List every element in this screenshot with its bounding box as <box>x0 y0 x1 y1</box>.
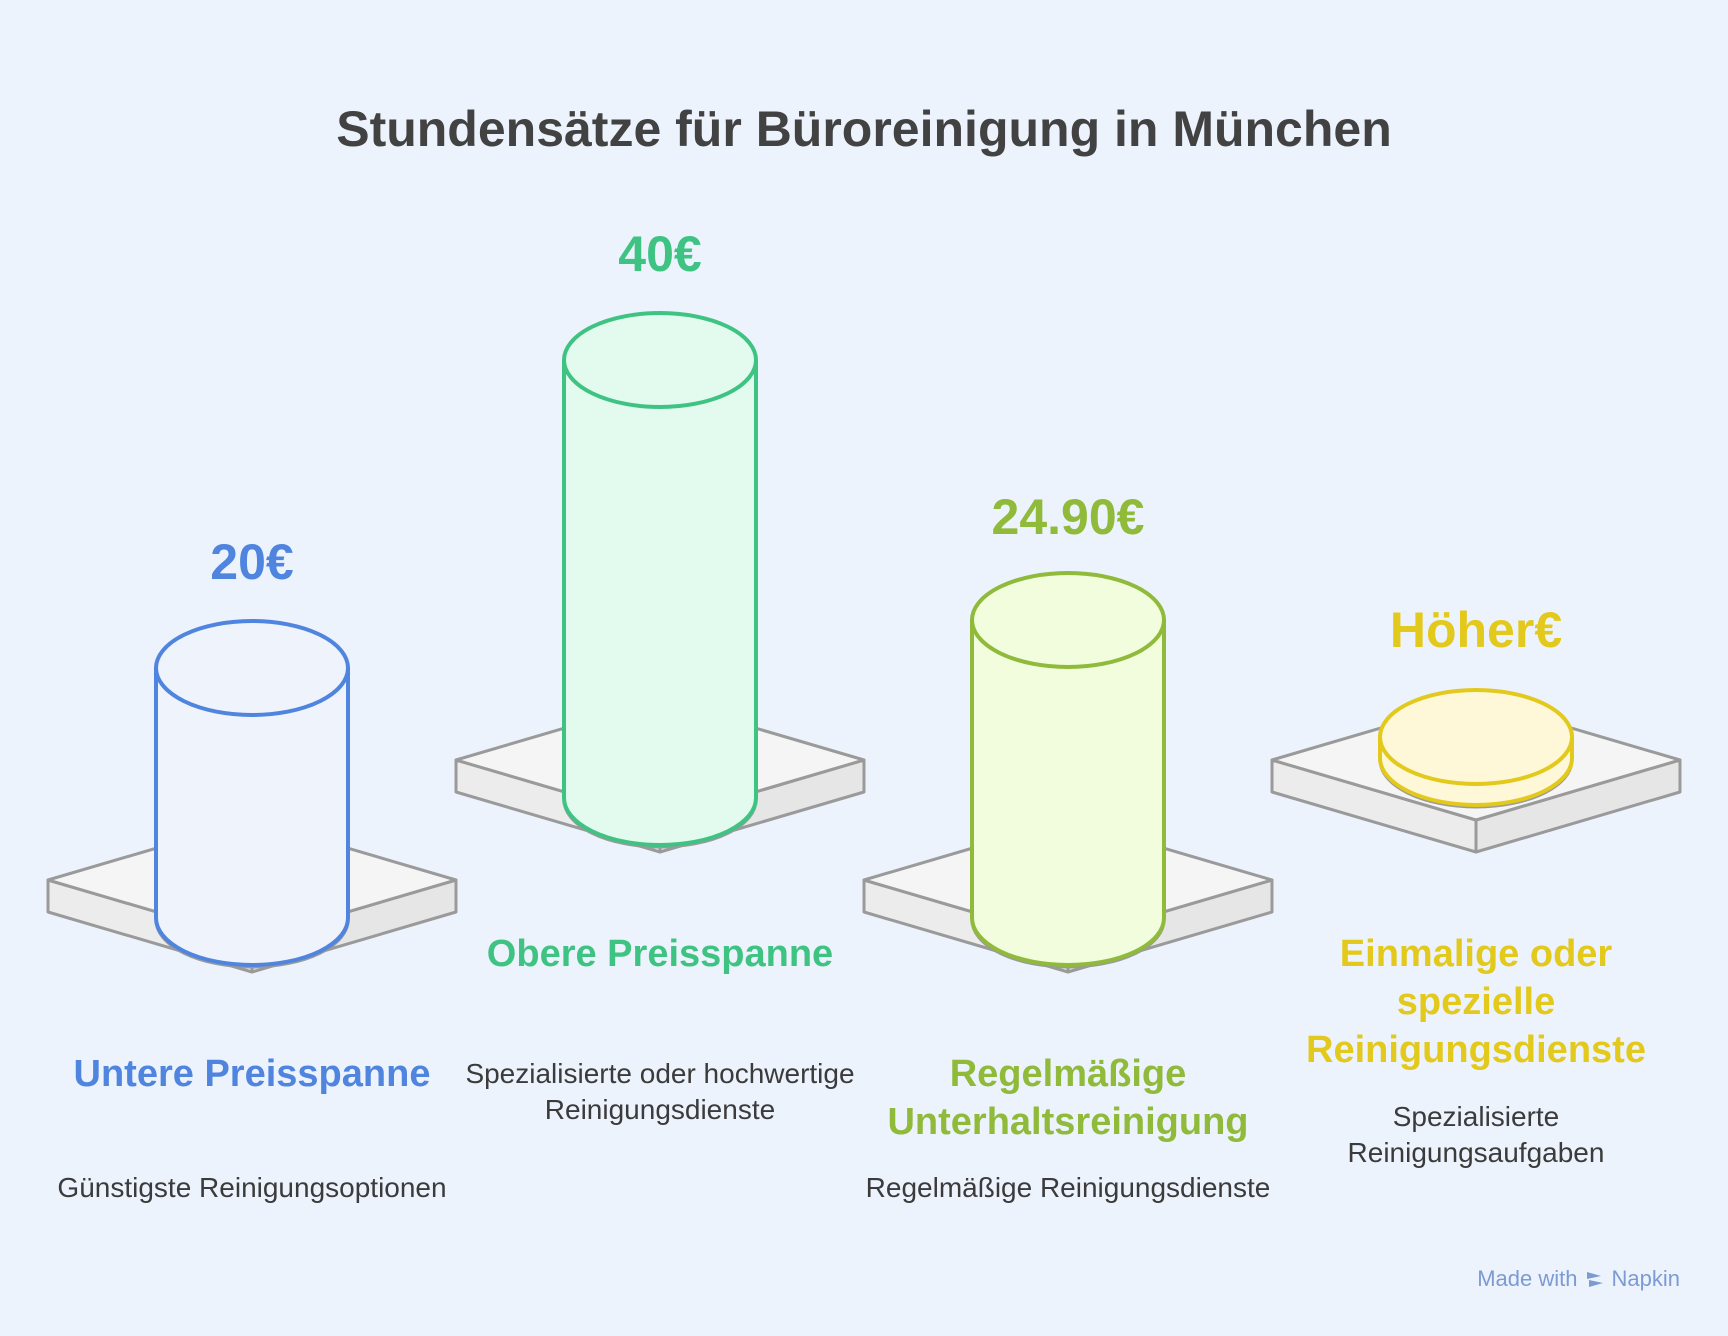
value-lower-range: 20€ <box>210 534 294 590</box>
pillar-upper-range <box>454 311 866 854</box>
cylinder-top <box>154 619 350 717</box>
description-upper-range: Spezialisierte oder hochwertige Reinigun… <box>465 1058 855 1125</box>
value-upper-range: 40€ <box>618 226 702 282</box>
value-regular-maintenance: 24.90€ <box>991 489 1145 545</box>
label-upper-range: Obere Preisspanne <box>486 933 834 975</box>
page-title: Stundensätze für Büroreinigung in Münche… <box>336 101 1392 157</box>
napkin-brand-text: Napkin <box>1611 1266 1680 1291</box>
pillar-regular-maintenance <box>862 571 1274 974</box>
description-lower-range: Günstigste Reinigungsoptionen <box>57 1172 447 1203</box>
made-with-text: Made with <box>1477 1266 1578 1291</box>
cylinder-top <box>562 311 758 409</box>
pillar-lower-range <box>46 619 458 974</box>
description-special-services: Spezialisierte Reinigungsaufgaben <box>1347 1101 1605 1168</box>
cylinder-body <box>562 358 758 847</box>
cylinder-body <box>154 666 350 967</box>
label-regular-maintenance: Regelmäßige Unterhaltsreinigung <box>887 1053 1249 1143</box>
made-with-footer: Made with Napkin <box>1477 1266 1680 1292</box>
description-regular-maintenance: Regelmäßige Reinigungsdienste <box>865 1172 1271 1203</box>
napkin-logo-icon <box>1586 1272 1603 1287</box>
label-lower-range: Untere Preisspanne <box>73 1053 431 1095</box>
cylinder-top <box>970 571 1166 669</box>
cylinder-body <box>970 618 1166 967</box>
label-special-services: Einmalige oder spezielle Reinigungsdiens… <box>1306 933 1646 1071</box>
cylinder-top <box>1378 688 1574 786</box>
value-special-services: Höher€ <box>1389 602 1563 658</box>
pillar-special-services <box>1270 688 1682 854</box>
